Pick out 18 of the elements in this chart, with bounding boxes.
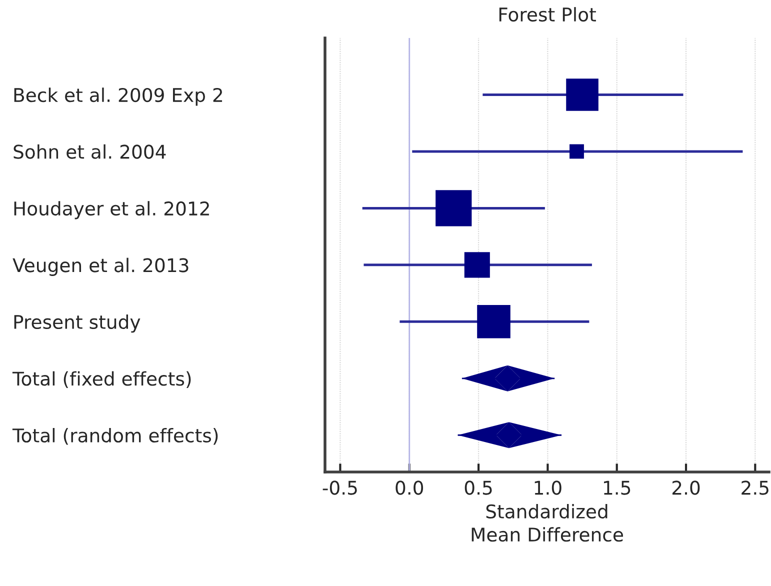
x-tick-label: 2.0 — [672, 480, 700, 495]
point — [566, 78, 598, 111]
x-tick-label: -0.5 — [322, 480, 357, 495]
x-tick-label: 2.5 — [742, 480, 768, 495]
chart-title: Forest Plot — [499, 7, 596, 22]
y-tick-label: Sohn et al. 2004 — [14, 144, 166, 159]
y-tick-label: Total (random effects) — [12, 428, 218, 445]
x-tick-label: 0.0 — [396, 480, 424, 495]
y-tick-label: Houdayer et al. 2012 — [14, 201, 209, 220]
x-tick-label: 1.5 — [604, 480, 630, 495]
y-tick-label: Veugen et al. 2013 — [12, 258, 188, 276]
y-tick-label: Beck et al. 2009 Exp 2 — [14, 88, 222, 106]
y-tick-label: Present study — [14, 314, 140, 333]
x-axis-title: Standardized Mean Difference — [472, 504, 623, 542]
x-tick-label: 1.0 — [534, 480, 562, 495]
y-tick-label: Total (fixed effects) — [12, 371, 191, 388]
x-tick-label: 0.5 — [464, 480, 492, 495]
point — [477, 305, 510, 338]
